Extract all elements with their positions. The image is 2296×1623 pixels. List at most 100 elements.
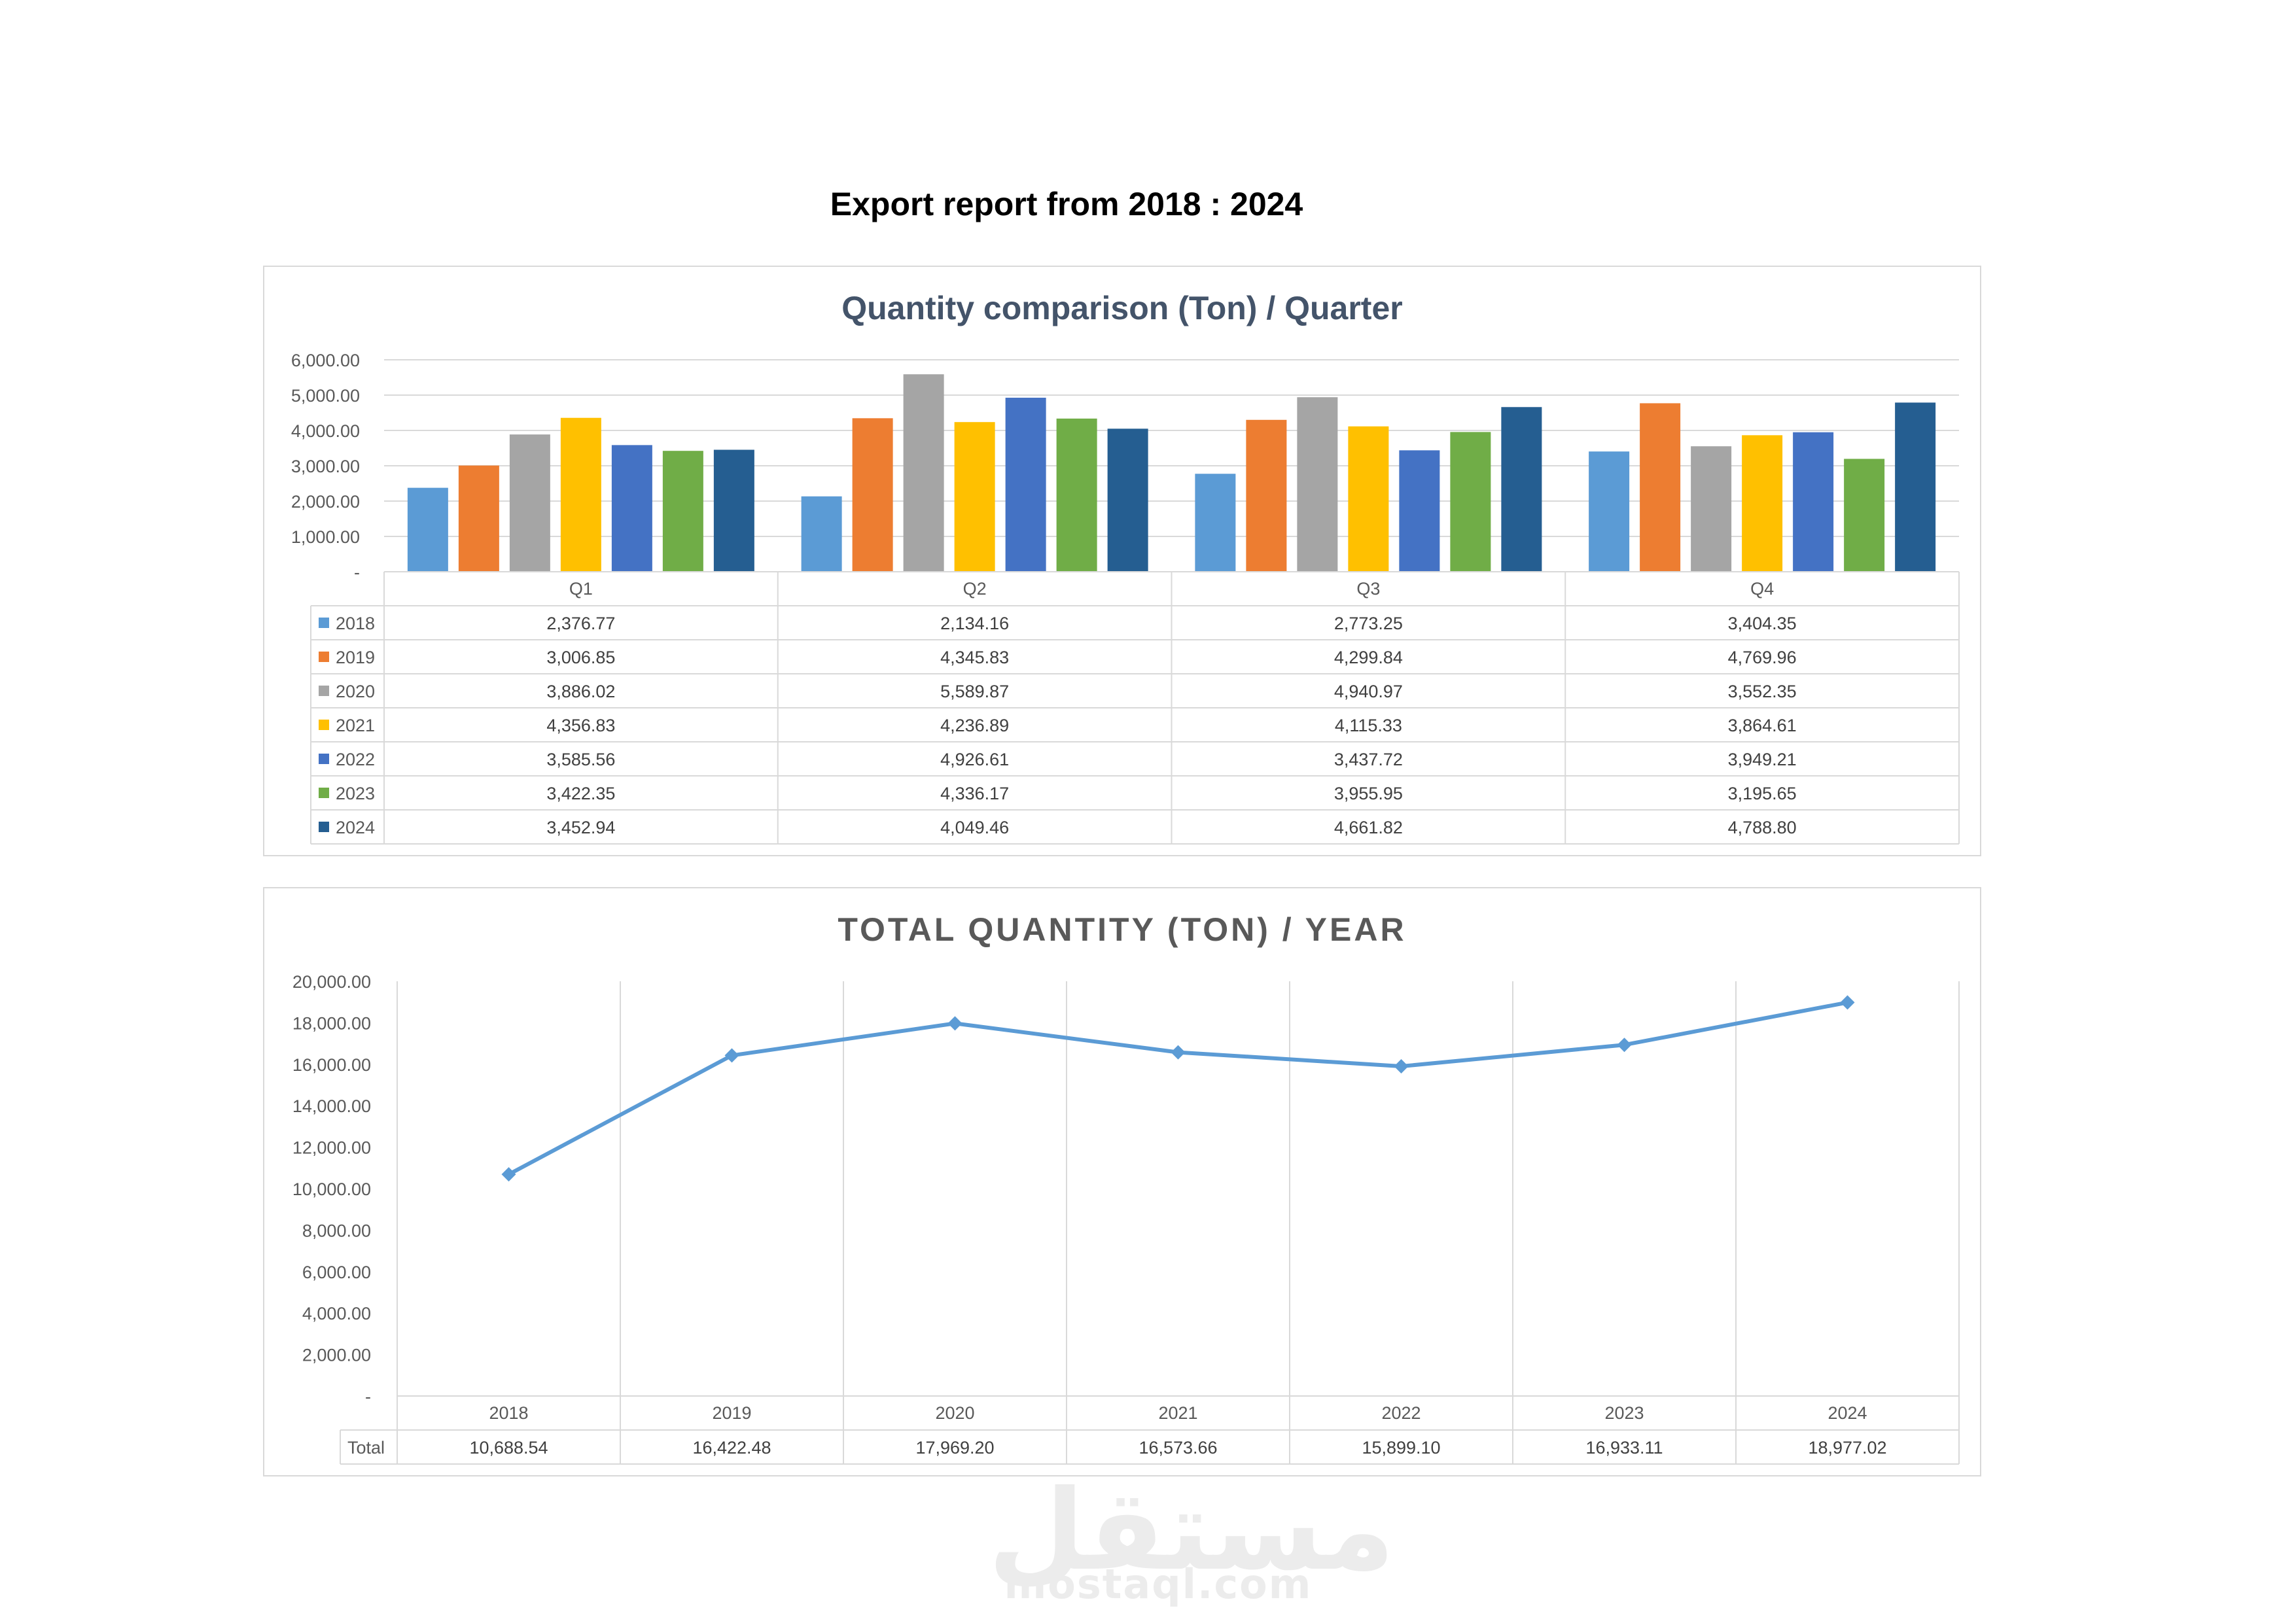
y-tick-label: 3,000.00 [291,457,360,476]
bar-2021-Q3 [1348,426,1389,572]
y-tick-label: 20,000.00 [292,972,371,992]
table-cell: 3,955.95 [1334,784,1403,803]
legend-key-2019 [319,652,329,662]
table-cell: 2,376.77 [546,614,615,633]
bar-2021-Q1 [560,417,601,572]
bar-2023-Q4 [1844,459,1885,572]
category-label: 2023 [1604,1403,1644,1423]
bar-2024-Q4 [1895,402,1936,572]
table-cell: 15,899.10 [1362,1438,1440,1457]
table-cell: 4,345.83 [940,648,1009,667]
table-cell: 4,356.83 [546,716,615,735]
bar-2022-Q2 [1005,397,1046,572]
table-cell: 2,134.16 [940,614,1009,633]
bar-2018-Q3 [1195,474,1236,572]
legend-key-2020 [319,686,329,696]
quarter-bar-chart: Quantity comparison (Ton) / Quarter - 1,00… [291,290,1960,845]
y-tick-label: 8,000.00 [302,1221,371,1240]
table-cell: 16,422.48 [692,1438,771,1457]
data-point-2019 [724,1048,739,1063]
chart-title: TOTAL QUANTITY (TON) / YEAR [838,911,1406,948]
category-label: 2024 [1828,1403,1867,1423]
table-cell: 4,788.80 [1728,818,1797,837]
y-tick-label: 6,000.00 [291,351,360,370]
table-cell: 5,589.87 [940,682,1009,701]
bar-chart-panel: Quantity comparison (Ton) / Quarter - 1,00… [263,266,1981,856]
y-tick-label: 16,000.00 [292,1055,371,1075]
bar-2020-Q2 [903,374,944,572]
bar-2022-Q3 [1399,450,1440,572]
legend-label: 2020 [336,682,375,701]
y-tick-label: 12,000.00 [292,1138,371,1158]
table-cell: 4,299.84 [1334,648,1403,667]
y-tick-label: - [365,1387,371,1406]
y-tick-label: 18,000.00 [292,1013,371,1033]
bar-2020-Q1 [509,434,550,572]
category-label: Q3 [1356,579,1380,599]
y-tick-label: - [354,563,360,582]
bar-2021-Q2 [954,422,995,572]
y-tick-label: 6,000.00 [302,1263,371,1282]
table-cell: 16,573.66 [1139,1438,1217,1457]
bar-2022-Q1 [611,445,652,572]
y-tick-label: 2,000.00 [302,1346,371,1365]
table-cell: 3,585.56 [546,750,615,769]
category-label: 2018 [489,1403,528,1423]
legend-label: 2024 [336,818,375,837]
bar-2023-Q3 [1450,432,1491,572]
data-point-2024 [1840,995,1855,1010]
bar-2019-Q4 [1640,403,1681,572]
category-label: 2021 [1158,1403,1197,1423]
table-cell: 3,422.35 [546,784,615,803]
y-tick-label: 4,000.00 [302,1304,371,1323]
page-title: Export report from 2018 : 2024 [830,186,1303,222]
table-cell: 4,769.96 [1728,648,1797,667]
table-cell: 4,115.33 [1335,716,1402,735]
bar-2018-Q2 [801,496,842,572]
table-cell: 3,886.02 [546,682,615,701]
category-label: 2022 [1381,1403,1421,1423]
table-cell: 10,688.54 [469,1438,548,1457]
y-tick-label: 4,000.00 [291,421,360,441]
legend-key-2021 [319,720,329,730]
bar-2018-Q4 [1589,451,1630,572]
legend-label: 2021 [336,716,375,735]
category-label: Q1 [569,579,593,599]
table-cell: 4,049.46 [940,818,1009,837]
bar-2022-Q4 [1793,432,1834,572]
y-tick-label: 14,000.00 [292,1096,371,1116]
legend-label: 2019 [336,648,375,667]
series-line-total [508,1000,1848,1176]
bar-2023-Q1 [662,451,703,572]
data-point-2020 [947,1016,963,1031]
table-cell: 3,195.65 [1728,784,1797,803]
bar-2019-Q3 [1246,419,1287,572]
legend-label: 2018 [336,614,375,633]
data-point-2022 [1394,1058,1409,1073]
category-label: 2020 [935,1403,974,1423]
yearly-total-line-chart: TOTAL QUANTITY (TON) / YEAR - 2,000.00 4,00… [292,911,1960,1465]
watermark-arabic: مستقل [988,1466,1395,1596]
legend-key-2023 [319,788,329,798]
data-point-2023 [1617,1038,1632,1053]
table-cell: 17,969.20 [915,1438,994,1457]
bar-2024-Q2 [1107,428,1148,572]
bar-2019-Q1 [458,465,499,572]
table-cell: 3,864.61 [1728,716,1797,735]
y-tick-label: 5,000.00 [291,386,360,406]
y-tick-label: 10,000.00 [292,1179,371,1199]
legend-label: 2023 [336,784,375,803]
bar-2024-Q3 [1501,407,1542,572]
table-cell: 4,926.61 [940,750,1009,769]
category-label: 2019 [712,1403,751,1423]
y-tick-label: 1,000.00 [291,527,360,547]
table-cell: 3,552.35 [1728,682,1797,701]
chart-title: Quantity comparison (Ton) / Quarter [841,290,1402,326]
table-cell: 3,452.94 [546,818,615,837]
data-point-2021 [1171,1045,1186,1060]
category-label: Q4 [1750,579,1774,599]
bar-2019-Q2 [852,418,893,572]
line-chart-panel: TOTAL QUANTITY (TON) / YEAR - 2,000.00 4,00… [263,887,1981,1476]
bar-2023-Q2 [1056,418,1097,572]
table-cell: 4,336.17 [940,784,1009,803]
